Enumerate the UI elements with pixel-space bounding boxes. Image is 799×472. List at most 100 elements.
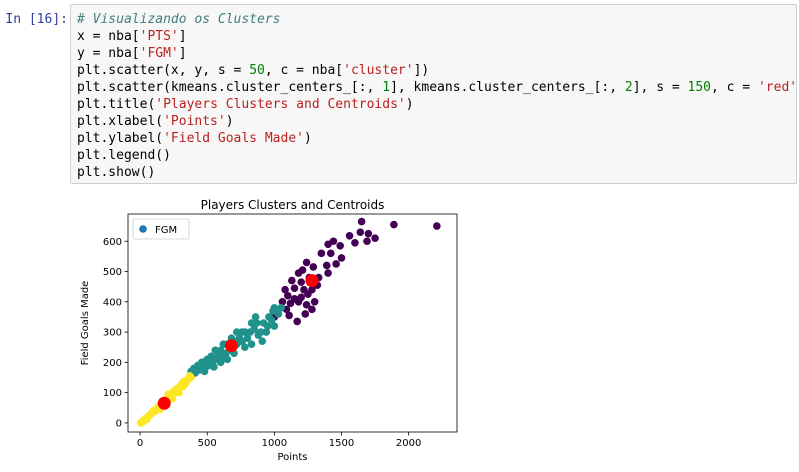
y-axis-label: Field Goals Made bbox=[80, 281, 91, 366]
x-tick-label: 2000 bbox=[396, 438, 421, 449]
code-token: x = nba[ bbox=[77, 29, 140, 44]
code-line: y = nba['FGM'] bbox=[77, 45, 796, 62]
y-tick-label: 300 bbox=[103, 328, 122, 339]
y-tick-label: 400 bbox=[103, 297, 122, 308]
data-point bbox=[371, 234, 379, 243]
code-token: plt.legend() bbox=[77, 148, 171, 163]
code-token: 'Points' bbox=[163, 114, 226, 129]
data-point bbox=[281, 285, 289, 294]
data-point bbox=[293, 317, 301, 326]
data-point bbox=[247, 340, 256, 348]
data-point bbox=[284, 291, 292, 300]
x-tick-label: 500 bbox=[198, 438, 217, 449]
data-point bbox=[211, 346, 220, 355]
data-point bbox=[324, 240, 332, 249]
data-point bbox=[168, 394, 177, 403]
centroid-point bbox=[157, 396, 171, 410]
code-line: plt.show() bbox=[77, 164, 796, 181]
data-point bbox=[294, 298, 303, 306]
data-point bbox=[241, 343, 249, 352]
y-tick-label: 600 bbox=[103, 237, 122, 248]
data-point bbox=[357, 217, 366, 226]
legend-marker bbox=[139, 225, 147, 233]
data-point bbox=[238, 328, 246, 336]
data-point bbox=[290, 284, 299, 292]
data-point bbox=[274, 310, 283, 318]
code-token: plt.scatter(kmeans.cluster_centers_[:, bbox=[77, 80, 383, 95]
code-token: 'cluster' bbox=[343, 63, 414, 78]
data-point bbox=[210, 363, 218, 371]
code-line: plt.legend() bbox=[77, 147, 796, 164]
code-token: , c = nba[ bbox=[264, 63, 344, 78]
x-tick-label: 1000 bbox=[262, 438, 287, 449]
data-point bbox=[253, 319, 261, 327]
data-point bbox=[232, 328, 241, 336]
x-tick-label: 0 bbox=[137, 438, 143, 449]
data-point bbox=[301, 310, 310, 318]
data-point bbox=[247, 319, 256, 327]
code-token: 'Players Clusters and Centroids' bbox=[155, 97, 406, 112]
data-point bbox=[345, 232, 354, 240]
data-point bbox=[285, 311, 293, 320]
data-point bbox=[356, 228, 365, 236]
data-point bbox=[332, 260, 340, 268]
data-point bbox=[326, 249, 335, 258]
data-point bbox=[270, 322, 279, 330]
data-point bbox=[433, 222, 441, 230]
centroid-point bbox=[305, 274, 319, 288]
code-line: plt.scatter(x, y, s = 50, c = nba['clust… bbox=[77, 62, 796, 79]
data-point bbox=[390, 220, 398, 229]
data-point bbox=[262, 328, 271, 336]
code-token: 'FGM' bbox=[139, 46, 179, 61]
code-token: 'red' bbox=[757, 80, 798, 95]
data-point bbox=[294, 269, 303, 277]
data-point bbox=[288, 276, 296, 285]
y-tick-label: 200 bbox=[103, 358, 122, 369]
data-point bbox=[297, 278, 306, 286]
code-token: ) bbox=[225, 114, 234, 129]
code-token: ) bbox=[797, 80, 799, 95]
x-tick-label: 1500 bbox=[329, 438, 354, 449]
data-point bbox=[216, 358, 225, 367]
code-cell-input[interactable]: # Visualizando os Clusters x = nba['PTS']… bbox=[70, 4, 799, 184]
chart-title: Players Clusters and Centroids bbox=[201, 198, 385, 212]
code-token: ) bbox=[303, 131, 312, 146]
data-point bbox=[216, 346, 225, 355]
code-line: plt.scatter(kmeans.cluster_centers_[:, 1… bbox=[77, 79, 799, 96]
code-line: plt.xlabel('Points') bbox=[77, 113, 796, 130]
cell-output: Players Clusters and Centroids 0 500 1000 15… bbox=[78, 190, 463, 470]
data-point bbox=[277, 304, 285, 312]
code-token: 'Field Goals Made' bbox=[163, 131, 304, 146]
code-token: ], kmeans.cluster_centers_[:, bbox=[390, 80, 625, 95]
legend-box bbox=[132, 218, 190, 240]
data-point bbox=[223, 355, 232, 364]
code-token: y = nba[ bbox=[77, 46, 140, 61]
code-line: x = nba['PTS'] bbox=[77, 28, 796, 45]
data-point bbox=[351, 238, 359, 247]
plot-area bbox=[127, 213, 458, 433]
code-token: plt.show() bbox=[77, 165, 156, 180]
data-point bbox=[258, 337, 267, 345]
legend-label: FGM bbox=[155, 225, 177, 236]
code-editor[interactable]: # Visualizando os Clusters x = nba['PTS']… bbox=[71, 5, 799, 181]
code-token: plt.title( bbox=[77, 97, 156, 112]
data-point bbox=[322, 261, 331, 270]
code-token: plt.xlabel( bbox=[77, 114, 164, 129]
code-token: ] bbox=[178, 46, 187, 61]
code-token: # Visualizando os Clusters bbox=[77, 12, 281, 27]
data-point bbox=[185, 372, 194, 380]
code-token: ] bbox=[178, 29, 187, 44]
data-point bbox=[175, 388, 183, 397]
code-token: 1 bbox=[382, 80, 391, 95]
code-token: 50 bbox=[249, 63, 265, 78]
centroid-point bbox=[224, 339, 238, 353]
code-token: 2 bbox=[624, 80, 633, 95]
data-point bbox=[179, 382, 187, 391]
data-point bbox=[363, 237, 371, 246]
code-token: ) bbox=[405, 97, 414, 112]
data-point bbox=[302, 301, 311, 309]
data-point bbox=[246, 328, 254, 336]
code-token: , c = bbox=[711, 80, 758, 95]
data-point bbox=[304, 290, 312, 299]
data-point bbox=[309, 263, 318, 271]
